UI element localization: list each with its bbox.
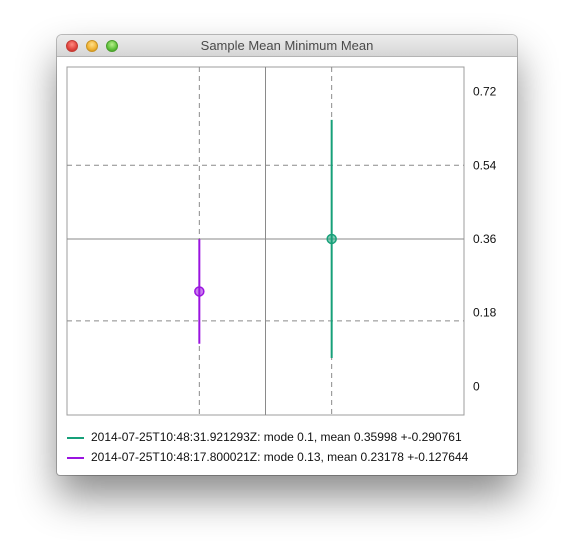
mean-marker — [194, 286, 205, 297]
title-bar[interactable]: Sample Mean Minimum Mean — [57, 35, 517, 57]
legend-label: 2014-07-25T10:48:31.921293Z: mode 0.1, m… — [91, 430, 462, 444]
y-tick-label: 0 — [473, 379, 480, 393]
legend-swatch — [67, 457, 84, 459]
close-button[interactable] — [66, 40, 78, 52]
y-axis-ticks: 0 0.18 0.36 0.54 0.72 — [473, 85, 497, 394]
window-title: Sample Mean Minimum Mean — [200, 38, 374, 53]
mean-marker — [326, 233, 337, 245]
y-tick-label: 0.72 — [473, 85, 497, 99]
legend-label: 2014-07-25T10:48:17.800021Z: mode 0.13, … — [91, 450, 469, 464]
legend-swatch — [67, 437, 84, 439]
y-tick-label: 0.54 — [473, 158, 497, 172]
legend: 2014-07-25T10:48:31.921293Z: mode 0.1, m… — [67, 429, 507, 469]
error-bars — [194, 119, 337, 359]
legend-item: 2014-07-25T10:48:17.800021Z: mode 0.13, … — [67, 449, 507, 469]
plot-window: Sample Mean Minimum Mean 0 0.18 0.36 0.54 0.… — [57, 35, 517, 475]
y-tick-label: 0.36 — [473, 232, 497, 246]
y-tick-label: 0.18 — [473, 306, 497, 320]
zoom-button[interactable] — [106, 40, 118, 52]
minimize-button[interactable] — [86, 40, 98, 52]
chart: 0 0.18 0.36 0.54 0.72 — [66, 66, 497, 416]
legend-item: 2014-07-25T10:48:31.921293Z: mode 0.1, m… — [67, 429, 507, 449]
